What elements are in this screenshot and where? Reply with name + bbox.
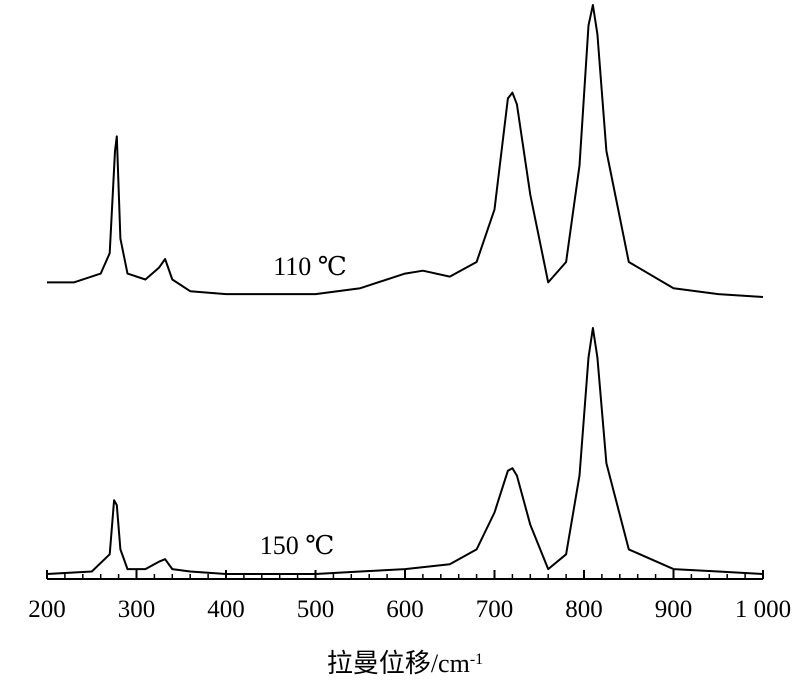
x-axis-title-text: 拉曼位移/cm: [327, 649, 470, 678]
x-tick-label: 300: [118, 596, 156, 623]
x-tick-label: 400: [207, 596, 245, 623]
x-tick-label: 500: [297, 596, 335, 623]
x-axis-title-superscript: -1: [470, 651, 483, 668]
series-labels: 110 ℃ 150 ℃: [260, 252, 347, 560]
series-layer: [46, 4, 764, 575]
x-axis-title: 拉曼位移/cm-1: [327, 649, 483, 678]
x-tick-label: 1 000: [735, 596, 791, 623]
x-tick-label: 200: [28, 596, 66, 623]
series-line-lower: [46, 327, 764, 575]
x-tick-label: 900: [655, 596, 693, 623]
series-label-upper: 110 ℃: [273, 252, 347, 281]
x-tick-label: 600: [386, 596, 424, 623]
x-tick-label: 700: [476, 596, 514, 623]
x-tick-label: 800: [565, 596, 603, 623]
x-axis: 200 300 400 500 600 700 800 900 1 000: [28, 570, 791, 623]
series-line-upper: [47, 4, 764, 298]
series-label-lower: 150 ℃: [260, 531, 335, 560]
